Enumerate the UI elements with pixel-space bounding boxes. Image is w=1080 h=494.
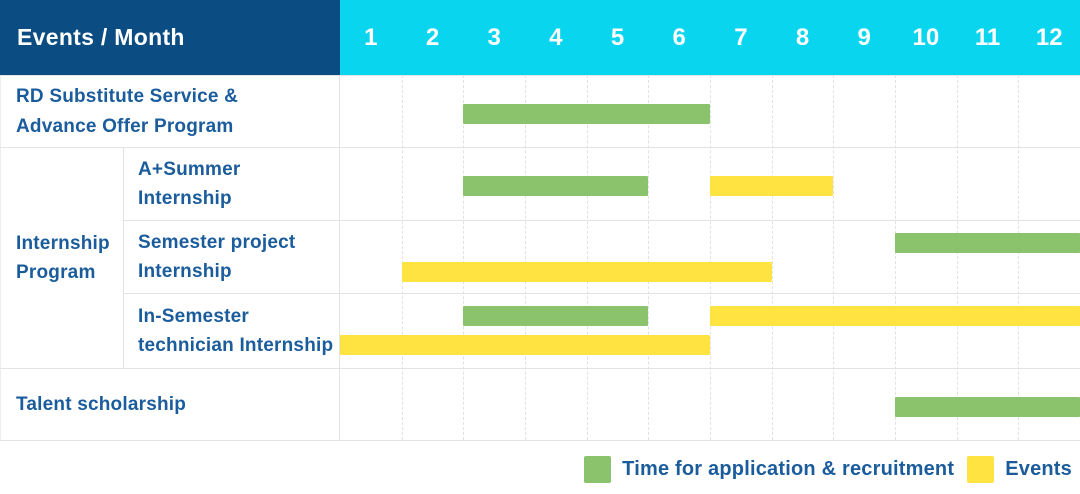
month-header-2: 2 bbox=[425, 23, 440, 51]
gantt-bar-recruitment bbox=[463, 176, 649, 196]
month-header-12: 12 bbox=[1035, 23, 1063, 51]
legend-label-events: Events bbox=[1005, 458, 1072, 480]
group-label-text: Internship Program bbox=[16, 232, 110, 283]
row-label-text: Semester project Internship bbox=[138, 231, 296, 282]
row-label-text: Talent scholarship bbox=[16, 393, 187, 415]
legend-item-recruitment: Time for application & recruitment bbox=[584, 456, 954, 483]
month-header-10: 10 bbox=[912, 23, 940, 51]
month-header-5: 5 bbox=[610, 23, 625, 51]
row-label-a-plus-summer-internship: A+Summer Internship bbox=[124, 147, 340, 220]
row-track-4 bbox=[340, 293, 1080, 368]
legend-item-events: Events bbox=[967, 456, 1072, 483]
row-label-semester-project-internship: Semester project Internship bbox=[124, 220, 340, 293]
legend-label-recruitment: Time for application & recruitment bbox=[622, 458, 955, 480]
row-label-text: A+Summer Internship bbox=[138, 158, 241, 209]
row-label-rd-substitute-service: RD Substitute Service & Advance Offer Pr… bbox=[0, 75, 340, 147]
row-label-text: RD Substitute Service & Advance Offer Pr… bbox=[16, 86, 239, 137]
table-bottom-border bbox=[0, 440, 1080, 441]
gantt-bar-event bbox=[401, 262, 772, 282]
legend-swatch-green bbox=[584, 456, 612, 483]
gantt-bar-recruitment bbox=[463, 306, 649, 326]
row-group-internship-program: Internship Program bbox=[0, 147, 124, 368]
month-header-9: 9 bbox=[857, 23, 871, 51]
row-track-3 bbox=[340, 220, 1080, 293]
month-header-11: 11 bbox=[974, 23, 1001, 51]
row-track-1 bbox=[340, 75, 1080, 147]
gantt-bar-recruitment bbox=[463, 103, 710, 124]
gantt-bar-recruitment bbox=[895, 233, 1080, 253]
table-header-events-month: Events / Month bbox=[0, 0, 340, 75]
gantt-table: Events / Month 1 2 3 4 5 6 7 8 9 10 11 12 RD Substi… bbox=[0, 0, 1080, 440]
month-header-3: 3 bbox=[487, 23, 501, 51]
events-month-header-label: Events / Month bbox=[17, 24, 185, 50]
row-label-in-semester-technician-internship: In-Semester technician Internship bbox=[124, 293, 340, 368]
row-label-text: In-Semester technician Internship bbox=[138, 305, 334, 356]
gantt-bar-event bbox=[710, 176, 834, 196]
row-label-talent-scholarship: Talent scholarship bbox=[0, 368, 340, 440]
month-header-row: 1 2 3 4 5 6 7 8 9 10 11 12 bbox=[340, 0, 1080, 75]
row-track-2 bbox=[340, 147, 1080, 220]
month-header-4: 4 bbox=[549, 23, 563, 51]
gantt-bar-event bbox=[340, 335, 710, 355]
month-header-6: 6 bbox=[672, 23, 686, 51]
legend-swatch-yellow bbox=[967, 456, 995, 483]
month-header-8: 8 bbox=[795, 23, 810, 51]
legend: Time for application & recruitment Event… bbox=[584, 456, 1072, 483]
month-header-7: 7 bbox=[734, 23, 748, 51]
row-track-5 bbox=[340, 368, 1080, 440]
month-header-1: 1 bbox=[364, 23, 378, 51]
gantt-bar-recruitment bbox=[895, 396, 1080, 417]
gantt-bar-event bbox=[710, 306, 1080, 326]
